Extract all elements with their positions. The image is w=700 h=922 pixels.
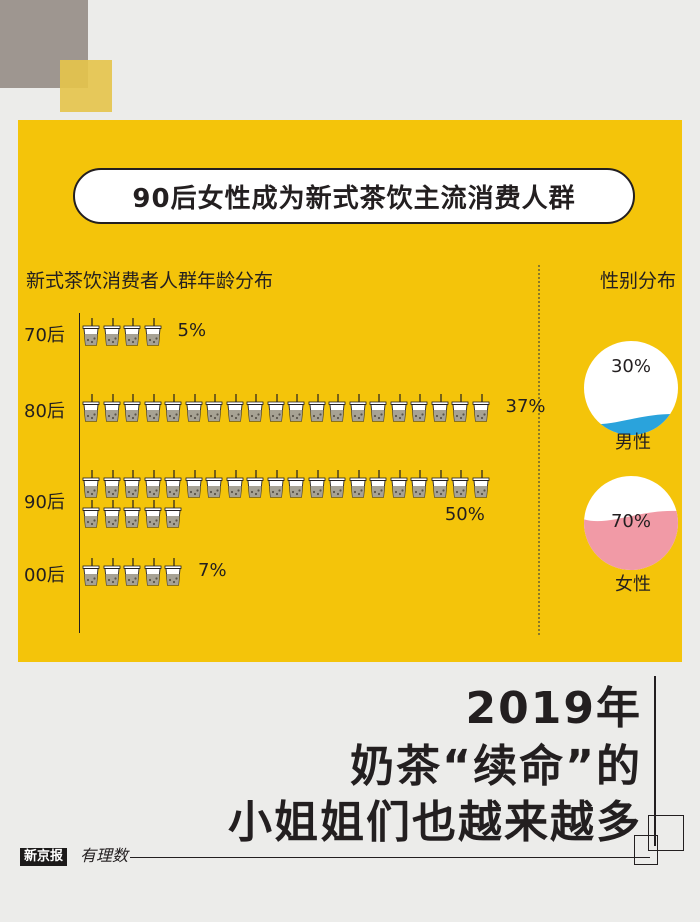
male-label: 男性 [615,432,651,453]
category-label: 90后 [24,492,65,513]
cup-mark-1-19 [472,394,489,422]
cup-mark-2-7 [226,470,243,498]
female-label: 女性 [615,574,651,595]
cup-mark-2-24 [164,500,182,528]
cup-mark-2-16 [410,470,428,498]
cup-mark-1-4 [164,394,182,422]
headline-accent-line [654,676,656,846]
cup-mark-1-13 [349,394,366,422]
cup-mark-1-7 [226,394,243,422]
cup-mark-3-2 [123,558,141,586]
cup-mark-1-16 [410,394,428,422]
headline-line-3: 小姐姐们也越来越多 [228,797,642,848]
cup-mark-0-3 [144,318,161,346]
cup-mark-2-19 [472,470,489,498]
female-pie: 70% [583,475,679,571]
brand-logo: 新京报 [20,848,68,866]
cup-mark-1-10 [287,394,305,422]
cup-mark-2-6 [205,470,223,498]
category-label: 80后 [24,401,65,422]
cup-mark-2-21 [103,500,120,528]
chart-title: 90后女性成为新式茶饮主流消费人群 [73,168,635,224]
cup-mark-3-4 [164,558,182,586]
cup-mark-2-12 [328,470,346,498]
cup-mark-2-9 [267,470,284,498]
value-label: 7% [198,560,227,581]
cup-mark-0-2 [123,318,141,346]
headline-line-2: 奶茶“续命”的 [350,741,642,792]
cup-mark-2-14 [369,470,387,498]
cup-mark-2-1 [103,470,120,498]
category-axis-line [79,313,80,633]
cup-mark-0-0 [82,318,100,346]
cup-mark-2-0 [82,470,100,498]
value-label: 50% [444,504,485,525]
cup-mark-2-17 [431,470,448,498]
cup-mark-1-14 [369,394,387,422]
cup-mark-1-6 [205,394,223,422]
chart-panel: 90后女性成为新式茶饮主流消费人群 新式茶饮消费者人群年龄分布 性别分布 70后… [18,120,682,662]
cup-mark-2-2 [123,470,141,498]
cup-mark-1-1 [103,394,120,422]
cup-mark-3-0 [82,558,100,586]
cup-mark-2-23 [144,500,161,528]
category-label: 00后 [24,565,65,586]
cup-mark-2-22 [123,500,141,528]
gender-section-title: 性别分布 [599,270,676,292]
cup-mark-2-13 [349,470,366,498]
cup-mark-3-3 [144,558,161,586]
male-pie: 30% [583,340,679,436]
cup-mark-1-15 [390,394,407,422]
value-label: 5% [177,320,207,341]
cup-mark-1-8 [246,394,264,422]
cup-mark-2-18 [451,470,469,498]
cup-mark-1-11 [308,394,325,422]
cup-mark-2-4 [164,470,182,498]
cup-mark-1-17 [431,394,448,422]
female-pie-fill [584,511,678,570]
footer-rule [130,857,650,858]
brand-column-logo: 有理数 [80,846,129,865]
cup-mark-2-20 [82,500,100,528]
cup-mark-1-9 [267,394,284,422]
cup-mark-0-1 [103,318,120,346]
cup-mark-1-2 [123,394,141,422]
value-label: 37% [505,396,546,417]
cup-mark-1-3 [144,394,161,422]
cup-mark-1-5 [185,394,202,422]
headline-line-1: 2019年 [465,683,642,734]
cup-mark-2-11 [308,470,325,498]
cup-mark-3-1 [103,558,120,586]
decorative-square-yellow [60,60,112,112]
cup-mark-1-0 [82,394,100,422]
male-pct-label: 30% [610,356,651,377]
cup-mark-2-15 [390,470,407,498]
age-section-title: 新式茶饮消费者人群年龄分布 [26,270,274,292]
decorative-outline-square [648,815,684,851]
cup-mark-2-8 [246,470,264,498]
cup-mark-2-10 [287,470,305,498]
female-pct-label: 70% [610,511,651,532]
section-divider [538,265,540,635]
cup-mark-2-5 [185,470,202,498]
decorative-outline-square-small [634,835,658,865]
cup-mark-1-18 [451,394,469,422]
category-label: 70后 [24,325,65,346]
cup-mark-2-3 [144,470,161,498]
cup-mark-1-12 [328,394,346,422]
